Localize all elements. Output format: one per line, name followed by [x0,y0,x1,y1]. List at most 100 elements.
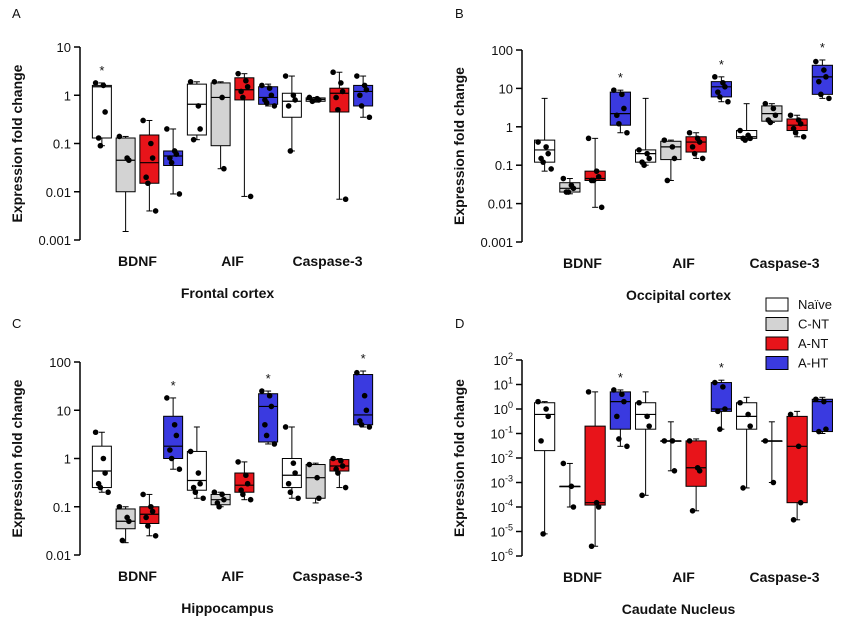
data-point [565,189,572,195]
x-axis-title: Frontal cortex [181,285,275,301]
data-point [282,424,289,430]
data-point [221,165,227,172]
data-point [614,413,620,420]
data-point [816,78,822,85]
data-point [235,70,241,77]
data-point [238,487,244,494]
data-point [540,159,546,165]
data-point [669,144,676,150]
data-point [211,489,218,496]
y-tick-label: 0.001 [480,235,513,250]
y-tick-label: 101 [494,376,513,393]
category-label: Caspase-3 [749,255,819,271]
data-point [689,507,696,514]
data-point [745,411,751,418]
data-point [560,175,567,182]
data-point [187,448,194,455]
y-tick-label: 0.1 [495,158,513,173]
data-point [797,120,804,127]
data-point [366,114,373,121]
data-point [715,408,721,415]
data-point [140,491,146,498]
data-point [823,74,829,80]
data-point [247,193,254,200]
data-point [140,117,146,124]
box [305,464,326,499]
category-label: Caspase-3 [749,569,819,585]
data-point [826,95,832,102]
data-point [244,480,251,487]
data-point [671,155,678,162]
data-point [361,82,368,89]
data-point [100,455,107,462]
data-point [295,495,301,502]
y-tick-exponent: -4 [505,498,513,508]
data-point [644,413,650,420]
data-point [211,79,218,85]
data-point [717,426,723,432]
box [811,398,833,433]
data-point [197,480,203,487]
data-point [97,142,104,149]
data-point [621,398,627,405]
data-point [243,77,249,84]
box [786,415,808,504]
data-point [195,103,202,109]
y-tick-label: 10 [57,40,71,55]
data-point [282,73,289,79]
data-point [338,457,344,464]
x-axis-title: Caudate Nucleus [622,601,736,617]
data-point [145,523,151,529]
data-point [770,479,777,486]
data-point [164,395,170,401]
data-point [813,58,819,65]
data-point [358,421,365,428]
data-point [335,106,341,113]
y-tick-label: 10-2 [491,449,513,466]
data-point [338,80,344,86]
data-point [271,103,278,109]
y-tick-label: 100 [49,355,71,370]
data-point [195,470,202,476]
data-point [770,105,777,112]
data-point [595,173,602,180]
data-point [119,537,126,544]
data-point [316,495,322,502]
data-point [266,85,273,91]
data-point [636,147,642,153]
data-point [664,177,671,184]
y-axis-label: Expression fold change [9,379,25,537]
data-point [266,392,273,399]
data-point [358,103,365,109]
data-point [639,492,645,499]
data-point [619,391,625,398]
data-point [595,504,602,510]
y-axis-label: Expression fold change [451,379,467,537]
box [91,445,112,489]
data-point [535,398,541,405]
y-axis-label: Expression fold change [451,67,467,225]
data-point [823,426,829,432]
box [91,84,112,139]
data-point [290,460,297,466]
legend-swatch [765,297,789,312]
data-point [742,137,748,143]
data-point [287,148,294,154]
box [660,140,682,161]
data-point [330,69,336,76]
data-point [190,136,197,143]
data-point [149,508,156,515]
data-point [717,94,723,100]
x-axis-title: Hippocampus [181,600,274,616]
data-point [611,87,617,93]
data-point [292,470,298,476]
data-point [148,503,154,510]
panel-label: C [12,316,21,331]
data-point [366,424,373,430]
data-point [689,144,696,150]
data-point [661,438,668,444]
data-point [97,484,104,491]
box [609,391,631,430]
significance-label: * [618,370,623,385]
y-tick-exponent: -3 [505,474,513,484]
